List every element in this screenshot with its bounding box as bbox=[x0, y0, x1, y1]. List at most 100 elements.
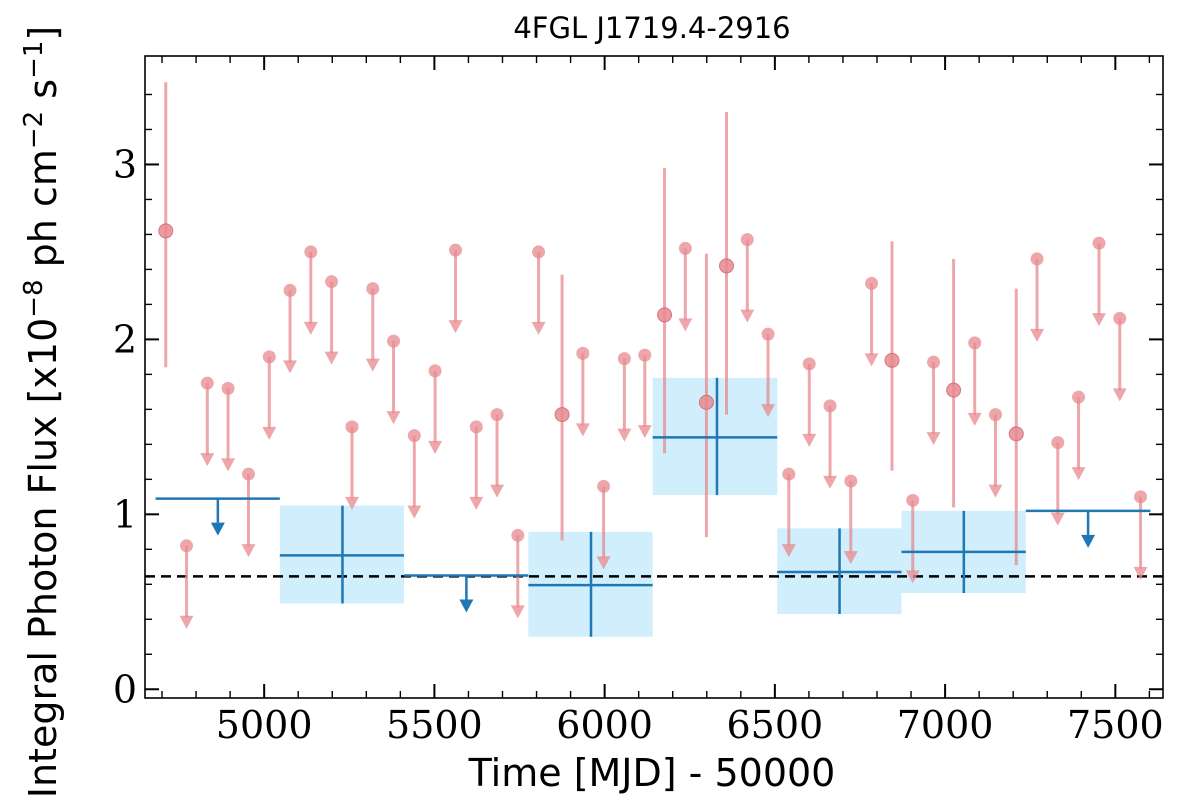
monthly-ul-point-9 bbox=[366, 282, 380, 296]
monthly-ul-point-1 bbox=[200, 376, 214, 390]
monthly-ul-arrow-29 bbox=[864, 353, 879, 367]
yearly-ul-arrow-2 bbox=[1081, 534, 1096, 548]
x-axis-label: Time [MJD] - 50000 bbox=[468, 751, 836, 795]
monthly-ul-arrow-31 bbox=[926, 432, 941, 446]
monthly-ul-point-17 bbox=[532, 245, 546, 259]
monthly-ul-point-16 bbox=[511, 528, 525, 542]
monthly-ul-arrow-1 bbox=[200, 453, 215, 467]
monthly-points bbox=[158, 82, 1148, 629]
monthly-ul-point-8 bbox=[345, 420, 359, 434]
y-tick-label-2: 2 bbox=[113, 317, 137, 361]
monthly-ul-arrow-15 bbox=[490, 484, 505, 498]
monthly-ul-arrow-4 bbox=[262, 426, 277, 440]
monthly-ul-point-39 bbox=[1134, 490, 1148, 504]
monthly-ul-point-33 bbox=[988, 408, 1002, 422]
monthly-ul-arrow-38 bbox=[1112, 388, 1127, 402]
monthly-ul-point-4 bbox=[262, 350, 276, 364]
monthly-ul-point-30 bbox=[906, 493, 920, 507]
monthly-ul-arrow-10 bbox=[386, 411, 401, 425]
monthly-ul-arrow-39 bbox=[1133, 566, 1148, 580]
monthly-ul-point-23 bbox=[740, 233, 754, 247]
monthly-ul-arrow-12 bbox=[428, 440, 443, 454]
monthly-ul-arrow-28 bbox=[843, 551, 858, 565]
monthly-ul-arrow-36 bbox=[1071, 467, 1086, 481]
monthly-ul-point-3 bbox=[242, 467, 256, 481]
monthly-ul-point-26 bbox=[802, 357, 816, 371]
monthly-ul-point-25 bbox=[782, 467, 796, 481]
monthly-ul-point-13 bbox=[449, 243, 463, 257]
monthly-ul-point-27 bbox=[823, 399, 837, 413]
y-tick-label-0: 0 bbox=[113, 667, 137, 711]
monthly-ul-arrow-27 bbox=[823, 475, 838, 489]
y-axis-label: Integral Photon Flux [x10−8 ph cm−2 s−1] bbox=[19, 26, 65, 799]
yearly-ul-arrow-1 bbox=[459, 599, 474, 613]
monthly-ul-arrow-14 bbox=[469, 496, 484, 510]
axes: 5000 5500 6000 6500 7000 7500 0 1 2 3 bbox=[113, 55, 1164, 747]
x-tick-label-5000: 5000 bbox=[216, 703, 313, 747]
y-tick-label-1: 1 bbox=[113, 492, 137, 536]
monthly-ul-point-22 bbox=[678, 241, 692, 255]
monthly-ul-arrow-7 bbox=[324, 351, 339, 365]
monthly-ul-point-34 bbox=[1030, 252, 1044, 266]
monthly-ul-arrow-16 bbox=[510, 605, 525, 619]
monthly-point-0 bbox=[158, 223, 174, 239]
monthly-ul-point-0 bbox=[180, 539, 194, 553]
monthly-point-1 bbox=[554, 407, 570, 423]
monthly-ul-arrow-13 bbox=[448, 320, 463, 334]
monthly-ul-point-29 bbox=[865, 276, 879, 290]
monthly-ul-point-35 bbox=[1051, 436, 1065, 450]
monthly-ul-arrow-5 bbox=[283, 360, 298, 374]
monthly-ul-arrow-2 bbox=[221, 458, 236, 472]
monthly-point-3 bbox=[698, 394, 714, 410]
monthly-ul-arrow-22 bbox=[678, 318, 693, 332]
monthly-ul-point-36 bbox=[1072, 390, 1086, 404]
monthly-ul-arrow-18 bbox=[575, 423, 590, 437]
monthly-ul-point-5 bbox=[283, 283, 297, 297]
monthly-ul-arrow-11 bbox=[407, 505, 422, 519]
monthly-ul-point-14 bbox=[469, 420, 483, 434]
monthly-point-5 bbox=[884, 352, 900, 368]
monthly-ul-point-15 bbox=[490, 408, 504, 422]
monthly-ul-point-10 bbox=[387, 334, 401, 348]
monthly-ul-arrow-34 bbox=[1030, 328, 1045, 342]
monthly-point-4 bbox=[719, 258, 735, 274]
monthly-ul-arrow-24 bbox=[761, 404, 776, 418]
monthly-ul-arrow-8 bbox=[345, 496, 360, 510]
x-tick-label-7500: 7500 bbox=[1067, 703, 1164, 747]
monthly-ul-point-7 bbox=[325, 275, 339, 289]
x-tick-label-6500: 6500 bbox=[727, 703, 824, 747]
monthly-ul-point-18 bbox=[576, 346, 590, 360]
monthly-ul-point-24 bbox=[761, 327, 775, 341]
monthly-ul-point-37 bbox=[1092, 236, 1106, 250]
monthly-ul-point-6 bbox=[304, 245, 318, 259]
x-tick-label-5500: 5500 bbox=[386, 703, 483, 747]
monthly-ul-arrow-25 bbox=[781, 544, 796, 558]
monthly-point-2 bbox=[657, 307, 673, 323]
monthly-ul-arrow-37 bbox=[1091, 313, 1106, 327]
yearly-points bbox=[155, 377, 1151, 637]
monthly-ul-point-12 bbox=[428, 364, 442, 378]
monthly-ul-arrow-9 bbox=[365, 358, 380, 372]
plot-frame bbox=[144, 55, 1164, 699]
monthly-ul-arrow-32 bbox=[967, 412, 982, 426]
monthly-ul-arrow-35 bbox=[1050, 512, 1065, 526]
monthly-ul-arrow-23 bbox=[740, 309, 755, 323]
monthly-ul-arrow-26 bbox=[802, 433, 817, 447]
monthly-ul-point-38 bbox=[1113, 311, 1127, 325]
monthly-ul-point-20 bbox=[617, 352, 631, 366]
monthly-ul-point-28 bbox=[844, 474, 858, 488]
monthly-ul-point-2 bbox=[221, 381, 235, 395]
monthly-point-7 bbox=[1008, 426, 1024, 442]
monthly-ul-arrow-17 bbox=[531, 321, 546, 335]
monthly-point-6 bbox=[946, 382, 962, 398]
monthly-ul-arrow-3 bbox=[241, 544, 256, 558]
monthly-ul-arrow-6 bbox=[303, 321, 318, 335]
monthly-ul-point-21 bbox=[638, 348, 652, 362]
chart-title: 4FGL J1719.4-2916 bbox=[513, 11, 790, 45]
yearly-ul-arrow-0 bbox=[210, 522, 225, 536]
monthly-ul-arrow-30 bbox=[905, 570, 920, 584]
monthly-ul-arrow-19 bbox=[596, 556, 611, 570]
x-tick-label-7000: 7000 bbox=[897, 703, 994, 747]
monthly-ul-arrow-0 bbox=[179, 615, 194, 629]
